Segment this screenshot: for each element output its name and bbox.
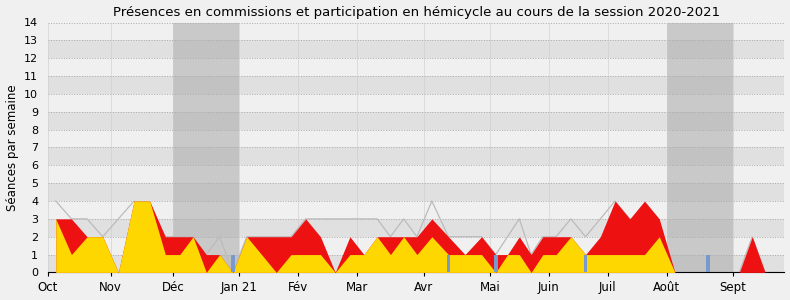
Bar — [48, 183, 784, 201]
Bar — [494, 255, 498, 272]
Bar — [48, 76, 784, 94]
Bar — [706, 255, 710, 272]
Bar — [48, 219, 784, 237]
Bar — [48, 237, 784, 255]
Bar — [48, 22, 784, 40]
Title: Présences en commissions et participation en hémicycle au cours de la session 20: Présences en commissions et participatio… — [113, 6, 720, 19]
Bar — [173, 22, 239, 272]
Bar — [48, 40, 784, 58]
Bar — [231, 255, 235, 272]
Bar — [446, 255, 450, 272]
Bar — [48, 255, 784, 272]
Bar — [48, 201, 784, 219]
Bar — [48, 148, 784, 165]
Bar — [48, 94, 784, 112]
Y-axis label: Séances par semaine: Séances par semaine — [6, 84, 18, 211]
Bar — [48, 165, 784, 183]
Bar — [667, 22, 733, 272]
Bar — [48, 58, 784, 76]
Bar — [48, 112, 784, 130]
Bar — [48, 130, 784, 148]
Bar — [584, 255, 588, 272]
